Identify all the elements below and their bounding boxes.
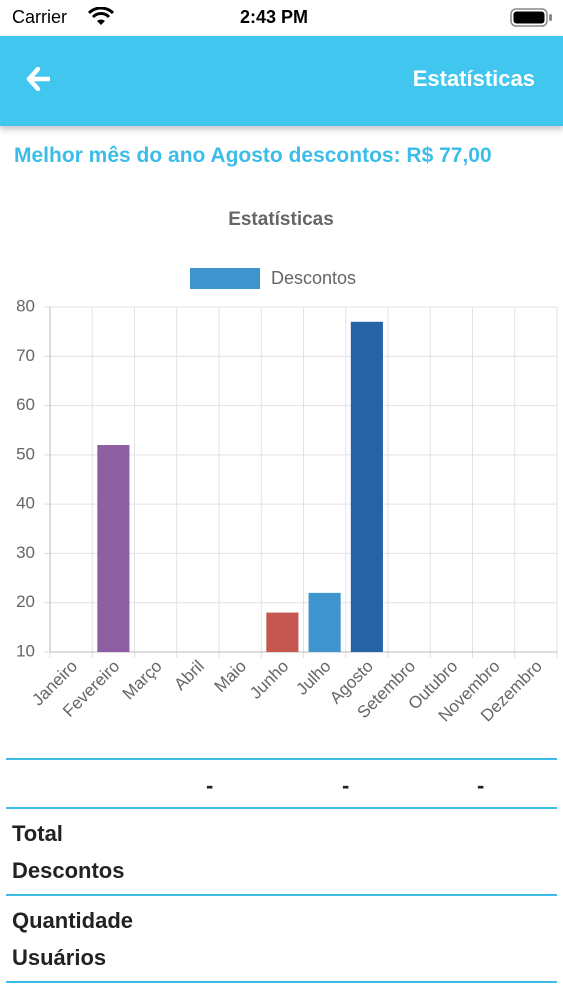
y-tick-label: 60	[16, 395, 35, 414]
x-tick-label: Maio	[211, 657, 250, 696]
table-divider	[6, 894, 557, 896]
y-tick-label: 40	[16, 494, 35, 513]
status-bar: Carrier 2:43 PM	[0, 0, 563, 36]
bar	[97, 445, 130, 652]
chart-title: Estatísticas	[228, 209, 334, 230]
y-tick-label: 50	[16, 444, 35, 463]
bar	[308, 592, 341, 652]
x-tick-label: Abril	[170, 657, 207, 694]
headline: Melhor mês do ano Agosto descontos: R$ 7…	[14, 144, 492, 167]
table-divider	[6, 981, 557, 983]
chart: Estatísticas Descontos1020304050607080Ja…	[16, 209, 558, 725]
x-tick-label: Março	[119, 657, 166, 704]
y-tick-label: 20	[16, 592, 35, 611]
y-tick-label: 10	[16, 641, 35, 660]
app-header: Estatísticas	[0, 36, 563, 126]
table-cell: -	[206, 773, 214, 798]
back-button[interactable]	[26, 67, 50, 91]
y-tick-label: 30	[16, 543, 35, 562]
clock: 2:43 PM	[240, 7, 309, 27]
y-tick-label: 80	[16, 296, 35, 315]
bar	[266, 612, 299, 652]
header-title: Estatísticas	[412, 66, 535, 91]
table-divider	[6, 758, 557, 760]
y-tick-label: 70	[16, 346, 35, 365]
carrier: Carrier	[12, 7, 68, 27]
battery-icon	[510, 8, 552, 27]
bar	[350, 321, 383, 652]
table-row-label: Quantidade Usuários	[12, 908, 134, 970]
table-cell: -	[477, 773, 485, 798]
table-divider	[6, 807, 557, 809]
table-cell: -	[342, 773, 350, 798]
legend-label: Descontos	[271, 268, 356, 288]
x-tick-label: Junho	[246, 657, 292, 703]
legend-swatch	[190, 268, 260, 289]
wifi-icon	[88, 7, 114, 25]
table-row-label: Total Descontos	[12, 821, 125, 883]
